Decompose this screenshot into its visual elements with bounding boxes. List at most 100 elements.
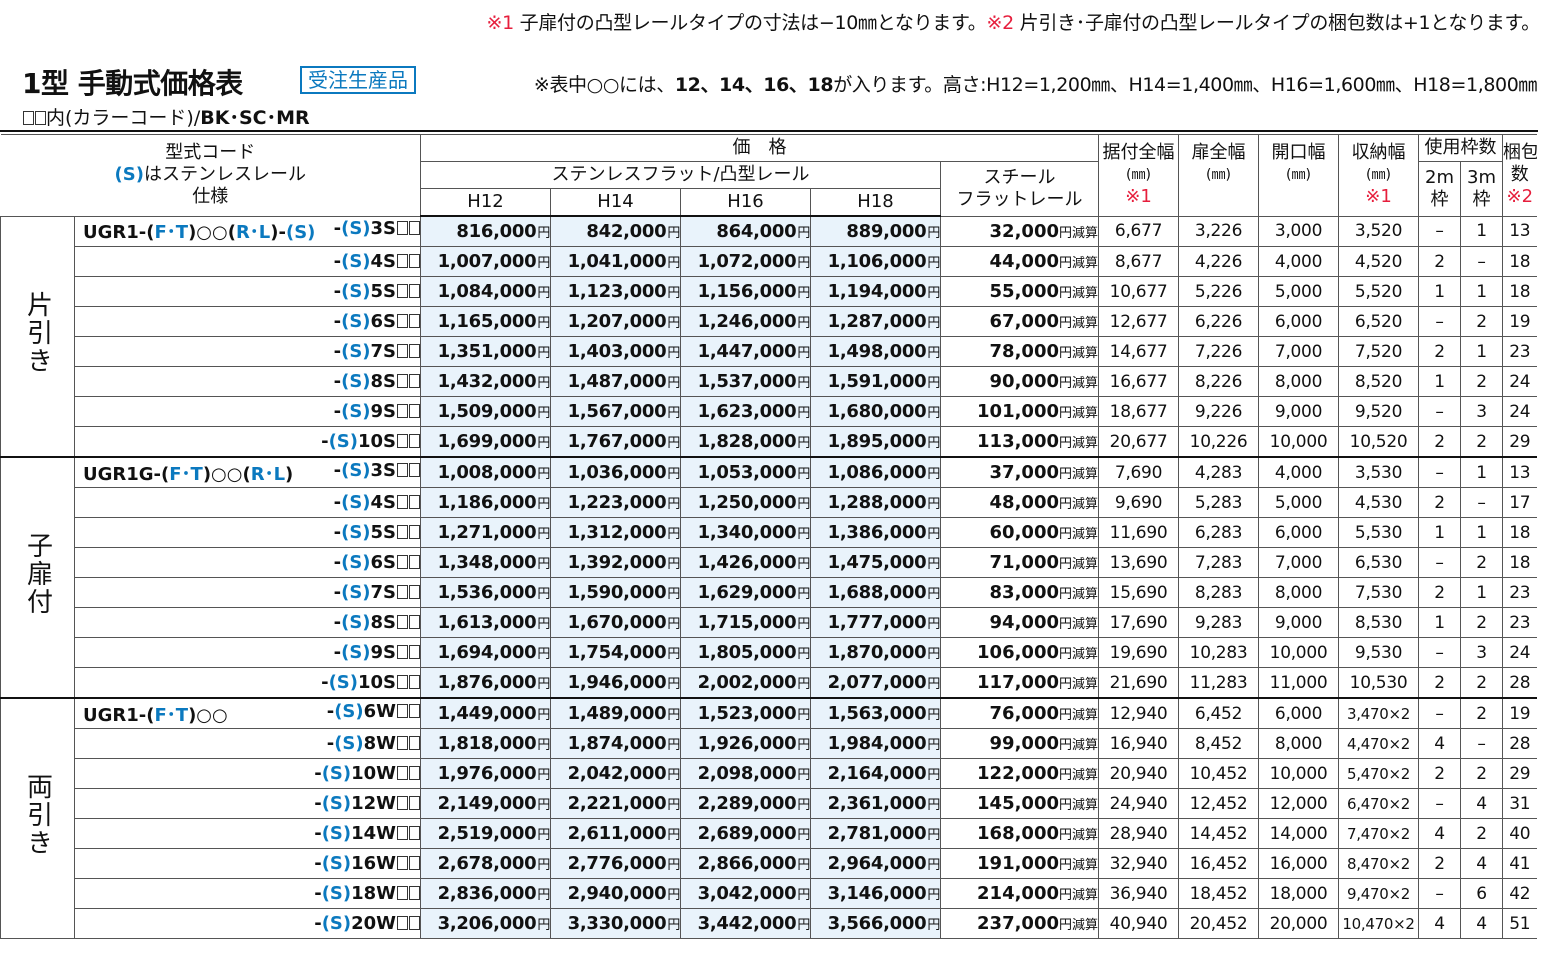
yen-unit: 円 [797,617,811,632]
frame-3m: 2 [1460,306,1504,337]
price-value: 1,680,000 [827,401,927,422]
blue-code-part: (S) [321,883,352,904]
storage-width: 9,470×2 [1338,878,1420,909]
reduction-unit: 円減算 [1059,467,1099,482]
price-value: 1,403,000 [567,341,667,362]
install-width: 10,677 [1098,276,1180,307]
title-row: 1型 手動式価格表 受注生産品 ※表中○○には、12、14、16、18が入ります… [22,62,1537,100]
price-value: 1,246,000 [697,311,797,332]
package-count: 28 [1502,728,1537,759]
opening-width: 11,000 [1258,667,1340,699]
yen-unit: 円 [667,376,681,391]
yen-unit: 円 [667,888,681,903]
steel-reduction: 191,000円減算 [940,848,1100,879]
price-value: 1,828,000 [697,431,797,452]
table-row: -(S)9S 1,694,000円 1,754,000円 1,805,000円 1,87… [1,637,1537,668]
reduction-unit: 円減算 [1059,497,1099,512]
header-install-width: 据付全幅 (㎜) ※1 [1098,134,1180,217]
yen-unit: 円 [537,828,551,843]
price-h14: 1,392,000円 [550,547,682,578]
frame-2m: 4 [1418,818,1462,849]
yen-unit: 円 [927,497,941,512]
yen-unit: 円 [537,708,551,723]
model-code-desc: はステンレスレール [143,164,306,186]
model-code-suffix: -(S)16W [314,853,397,874]
yen-unit: 円 [927,226,941,241]
price-value: 1,629,000 [697,582,797,603]
box-icon [397,254,409,268]
steel-value: 145,000 [977,793,1059,814]
box-icon [409,374,420,388]
frame-3m: – [1460,728,1504,759]
price-h12: 1,165,000円 [420,306,552,337]
price-h18: 1,591,000円 [810,366,942,397]
box-icon [409,796,420,810]
blue-code-part: (S) [341,311,371,332]
yen-unit: 円 [667,918,681,933]
yen-unit: 円 [797,497,811,512]
frame-2m: – [1418,306,1462,337]
model-code-cell: -(S)18W [73,878,422,909]
box-icon [397,314,409,328]
yen-unit: 円 [537,557,551,572]
box-icon [397,796,409,810]
price-h12: 2,519,000円 [420,818,552,849]
reduction-unit: 円減算 [1059,798,1099,813]
box-icon [397,462,409,477]
model-code-suffix: -(S)7S [333,582,397,603]
price-h16: 1,340,000円 [680,517,812,548]
price-value: 1,072,000 [697,251,797,272]
price-value: 2,836,000 [437,883,537,904]
table-row: -(S)7S 1,351,000円 1,403,000円 1,447,000円 1,49… [1,336,1537,367]
frame-3m: 2 [1460,697,1504,729]
price-h14: 1,670,000円 [550,607,682,638]
yen-unit: 円 [667,617,681,632]
opening-width: 9,000 [1258,396,1340,427]
model-code-cell: -(S)9S [73,637,422,668]
steel-value: 44,000 [989,251,1059,272]
box-icon [397,736,409,750]
package-count: 18 [1502,246,1537,277]
model-code-cell: -(S)6S [73,306,422,337]
model-code-title: 型式コード [165,142,256,164]
package-count: 24 [1502,396,1537,427]
frame-3m: 2 [1460,426,1504,458]
opening-width: 6,000 [1258,517,1340,548]
price-h18: 2,361,000円 [810,788,942,819]
box-icon [409,916,420,930]
install-width: 16,677 [1098,366,1180,397]
box-icon [397,615,409,629]
price-value: 842,000 [586,221,667,242]
install-width: 6,677 [1098,215,1180,247]
group-label-text: 片引き [22,290,53,375]
box-icon [397,555,409,569]
price-value: 2,289,000 [697,793,797,814]
box-icon [397,766,409,780]
model-code-suffix: -(S)14W [314,823,397,844]
price-value: 1,340,000 [697,522,797,543]
price-h18: 1,086,000円 [810,456,942,488]
price-h16: 1,426,000円 [680,547,812,578]
yen-unit: 円 [537,497,551,512]
package-count: 19 [1502,697,1537,729]
reduction-unit: 円減算 [1059,527,1099,542]
yen-unit: 円 [667,497,681,512]
steel-reduction: 214,000円減算 [940,878,1100,909]
steel-reduction: 76,000円減算 [940,697,1100,729]
opening-width: 12,000 [1258,788,1340,819]
price-h12: 1,876,000円 [420,667,552,699]
blue-code-part: (S) [328,431,358,452]
price-h14: 1,312,000円 [550,517,682,548]
height-note-bold: 12、14、16、18 [674,74,834,96]
frame-3m: 1 [1460,215,1504,247]
table-row: 両引き UGR1-(F･T)○○ -(S)6W 1,449,000円 1,489,000… [0,697,1537,939]
blue-code-part: (S) [341,218,371,240]
opening-width-label: 開口幅 [1271,142,1326,164]
frame-2m: 1 [1418,276,1462,307]
box-icon [409,221,420,236]
price-h14: 2,611,000円 [550,818,682,849]
yen-unit: 円 [537,467,551,482]
install-width: 8,677 [1098,246,1180,277]
reduction-unit: 円減算 [1059,587,1099,602]
model-code-cell: -(S)4S [73,246,422,277]
